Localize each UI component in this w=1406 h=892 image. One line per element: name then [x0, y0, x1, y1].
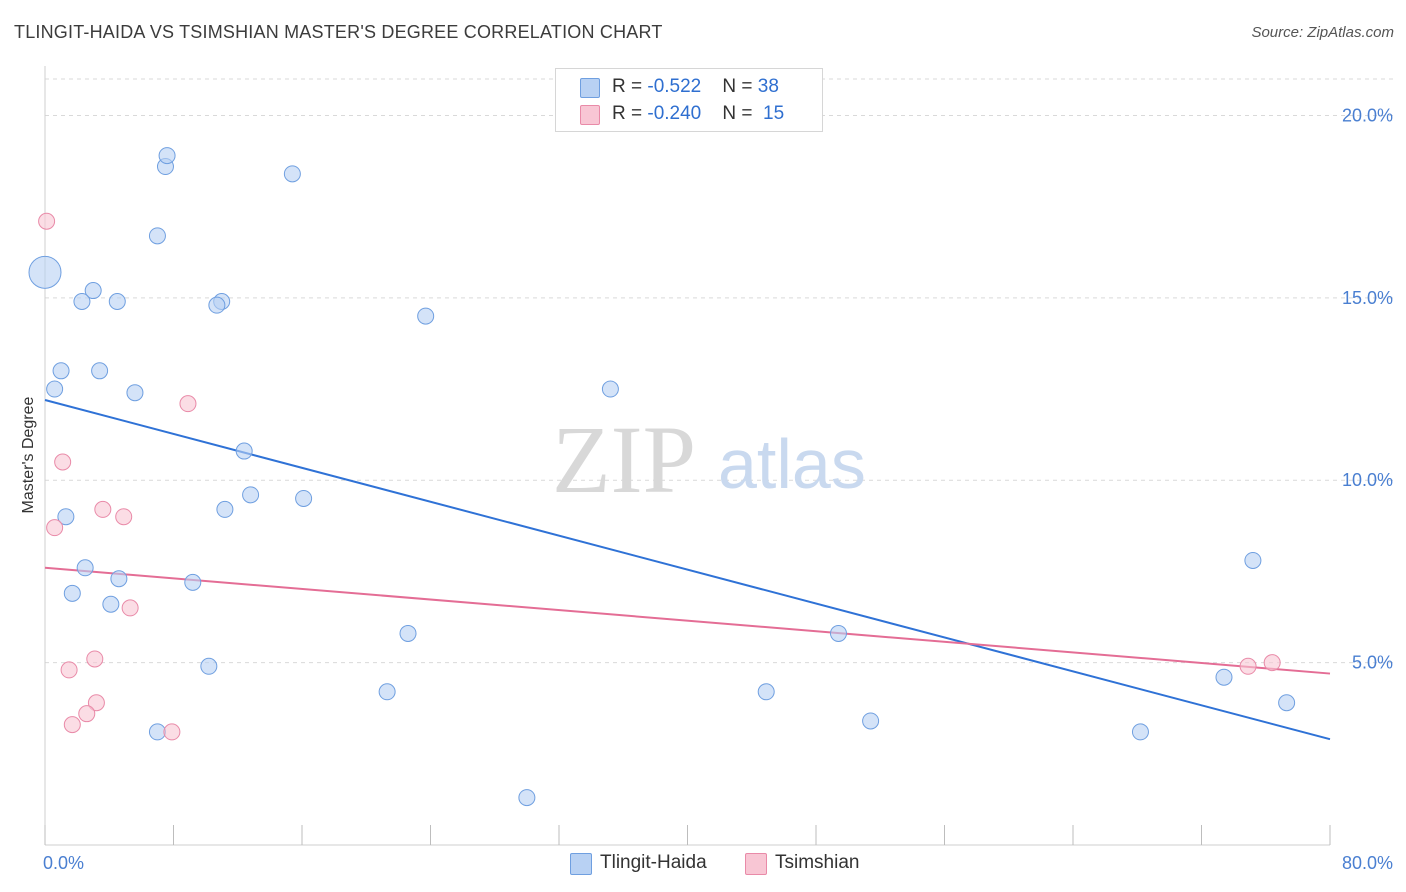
data-point-tlingit-haida [518, 789, 536, 807]
legend-r-value: -0.240 [647, 103, 702, 124]
y-tick-label: 15.0% [1342, 288, 1393, 308]
data-point-tsimshian [94, 500, 112, 518]
watermark: ZIP atlas [552, 406, 866, 513]
data-point-tsimshian [87, 694, 105, 712]
gridlines [45, 78, 1395, 664]
data-point-tlingit-haida [757, 683, 775, 701]
data-point-tlingit-haida [399, 624, 417, 642]
data-point-tlingit-haida [148, 227, 166, 245]
data-point-tsimshian [60, 661, 78, 679]
data-point-tsimshian [86, 650, 104, 668]
data-point-tlingit-haida [76, 559, 94, 577]
data-point-tlingit-haida [1278, 694, 1296, 712]
data-point-tsimshian [1239, 657, 1257, 675]
trend-lines [44, 399, 1331, 741]
data-point-tsimshian [78, 705, 96, 723]
x-tick-label: 80.0% [1342, 853, 1393, 873]
data-point-tlingit-haida [378, 683, 396, 701]
data-point-tlingit-haida [1244, 551, 1262, 569]
legend-r-label: R = [612, 103, 648, 124]
data-point-tlingit-haida [126, 384, 144, 402]
data-point-tsimshian [38, 212, 56, 230]
data-point-tlingit-haida [208, 296, 226, 314]
legend-n-label: N = [722, 76, 758, 97]
trend-line-tlingit-haida [44, 399, 1331, 741]
data-point-tlingit-haida [28, 255, 62, 289]
bottom-legend-label: Tsimshian [775, 852, 860, 873]
data-point-tlingit-haida [283, 165, 301, 183]
watermark-atlas: atlas [718, 425, 866, 503]
legend-n-value: 15 [763, 103, 785, 124]
data-point-tlingit-haida [184, 573, 202, 591]
legend-n-value: 38 [757, 76, 779, 97]
data-point-tlingit-haida [235, 442, 253, 460]
data-point-tlingit-haida [1215, 668, 1233, 686]
data-point-tsimshian [163, 723, 181, 741]
data-point-tlingit-haida [110, 570, 128, 588]
y-tick-label: 10.0% [1342, 470, 1393, 490]
data-point-tlingit-haida [148, 723, 166, 741]
data-point-tlingit-haida [108, 293, 126, 311]
data-point-tlingit-haida [242, 486, 260, 504]
axes [44, 66, 1331, 846]
data-point-tlingit-haida [601, 380, 619, 398]
legend-r-label: R = [612, 76, 648, 97]
data-point-tsimshian [46, 519, 64, 537]
y-axis-label: Master's Degree [20, 396, 37, 513]
data-point-tsimshian [179, 395, 197, 413]
data-point-tsimshian [54, 453, 72, 471]
source-credit: Source: ZipAtlas.com [1251, 24, 1394, 41]
legend-swatch-blue [580, 78, 600, 98]
data-points [28, 147, 1296, 807]
y-tick-label: 20.0% [1342, 105, 1393, 125]
bottom-legend-label: Tlingit-Haida [600, 852, 707, 873]
data-point-tlingit-haida [63, 584, 81, 602]
x-tick-label: 0.0% [43, 853, 84, 873]
data-point-tlingit-haida [216, 500, 234, 518]
legend-swatch-pink [580, 105, 600, 125]
data-point-tsimshian [63, 716, 81, 734]
data-point-tlingit-haida [1131, 723, 1149, 741]
watermark-zip: ZIP [552, 406, 696, 513]
data-point-tlingit-haida [102, 595, 120, 613]
data-point-tsimshian [1263, 654, 1281, 672]
data-point-tlingit-haida [73, 293, 91, 311]
data-point-tsimshian [115, 508, 133, 526]
data-point-tlingit-haida [158, 147, 176, 165]
legend-r-value: -0.522 [647, 76, 702, 97]
data-point-tlingit-haida [829, 624, 847, 642]
legend-n-label: N = [722, 103, 758, 124]
bottom-legend-swatch-blue [570, 853, 592, 875]
chart-title: TLINGIT-HAIDA VS TSIMSHIAN MASTER'S DEGR… [14, 22, 663, 42]
data-point-tsimshian [121, 599, 139, 617]
tick-labels: 5.0% 10.0% 15.0% 20.0% 0.0% 80.0% [43, 105, 1393, 873]
trend-line-tsimshian [44, 566, 1331, 675]
bottom-legend-swatch-pink [745, 853, 767, 875]
data-point-tlingit-haida [57, 508, 75, 526]
data-point-tlingit-haida [417, 307, 435, 325]
stats-legend: R = -0.522 N = 38 R = -0.240 N = 15 [555, 68, 823, 132]
data-point-tlingit-haida [91, 362, 109, 380]
data-point-tlingit-haida [295, 489, 313, 507]
data-point-tlingit-haida [84, 282, 102, 300]
data-point-tlingit-haida [200, 657, 218, 675]
data-point-tlingit-haida [46, 380, 64, 398]
y-tick-label: 5.0% [1352, 653, 1393, 673]
data-point-tlingit-haida [52, 362, 70, 380]
data-point-tlingit-haida [862, 712, 880, 730]
